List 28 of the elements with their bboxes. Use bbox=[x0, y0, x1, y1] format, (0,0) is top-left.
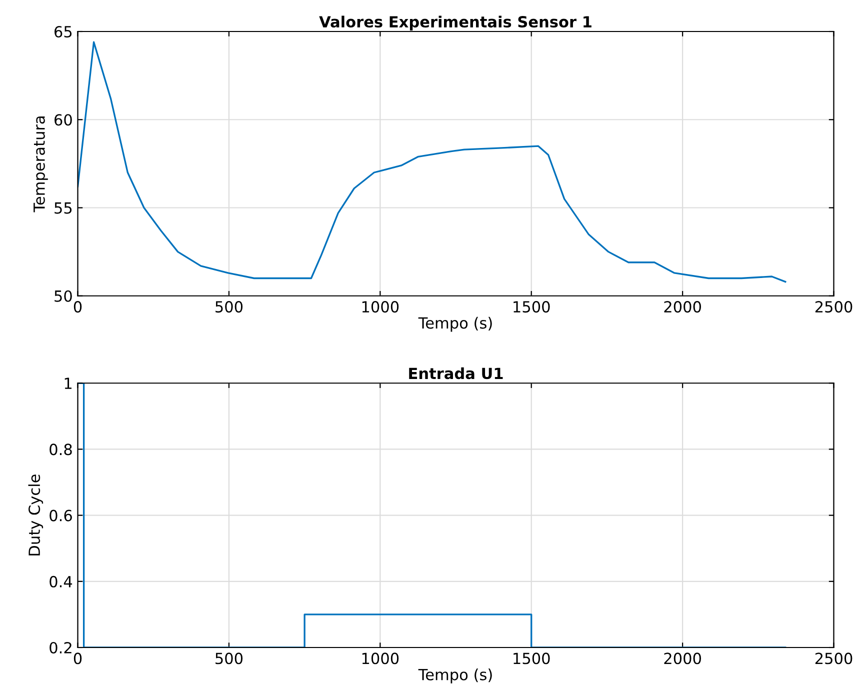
chart-title: Valores Experimentais Sensor 1 bbox=[319, 16, 592, 31]
x-tick-label: 0 bbox=[74, 652, 82, 664]
x-tick-label: 2000 bbox=[664, 652, 701, 664]
x-tick-label: 2500 bbox=[815, 301, 852, 313]
x-tick-label: 1000 bbox=[362, 652, 399, 664]
y-axis-title: Duty Cycle bbox=[28, 474, 44, 556]
x-tick-label: 0 bbox=[74, 301, 82, 313]
x-axis-title: Tempo (s) bbox=[418, 668, 492, 684]
y-tick-label: 0.2 bbox=[50, 642, 72, 654]
x-axis-title: Tempo (s) bbox=[418, 316, 492, 332]
y-tick-label: 60 bbox=[54, 114, 72, 126]
y-tick-label: 1 bbox=[64, 378, 72, 389]
y-tick-label: 50 bbox=[54, 290, 72, 302]
chart-title: Entrada U1 bbox=[409, 367, 503, 380]
x-tick-label: 1500 bbox=[514, 652, 550, 664]
x-tick-label: 1000 bbox=[362, 301, 399, 313]
y-tick-label: 65 bbox=[54, 26, 72, 38]
y-tick-label: 0.4 bbox=[50, 576, 72, 588]
x-tick-label: 500 bbox=[216, 301, 243, 313]
x-tick-label: 1500 bbox=[514, 301, 550, 313]
x-tick-label: 2500 bbox=[815, 652, 852, 664]
y-axis-title: Temperatura bbox=[34, 116, 48, 212]
x-tick-label: 500 bbox=[216, 652, 243, 664]
y-tick-label: 0.6 bbox=[50, 510, 72, 522]
line-series bbox=[78, 41, 786, 283]
y-tick-label: 0.8 bbox=[50, 444, 72, 456]
x-tick-label: 2000 bbox=[664, 301, 701, 313]
y-tick-label: 55 bbox=[54, 202, 72, 214]
